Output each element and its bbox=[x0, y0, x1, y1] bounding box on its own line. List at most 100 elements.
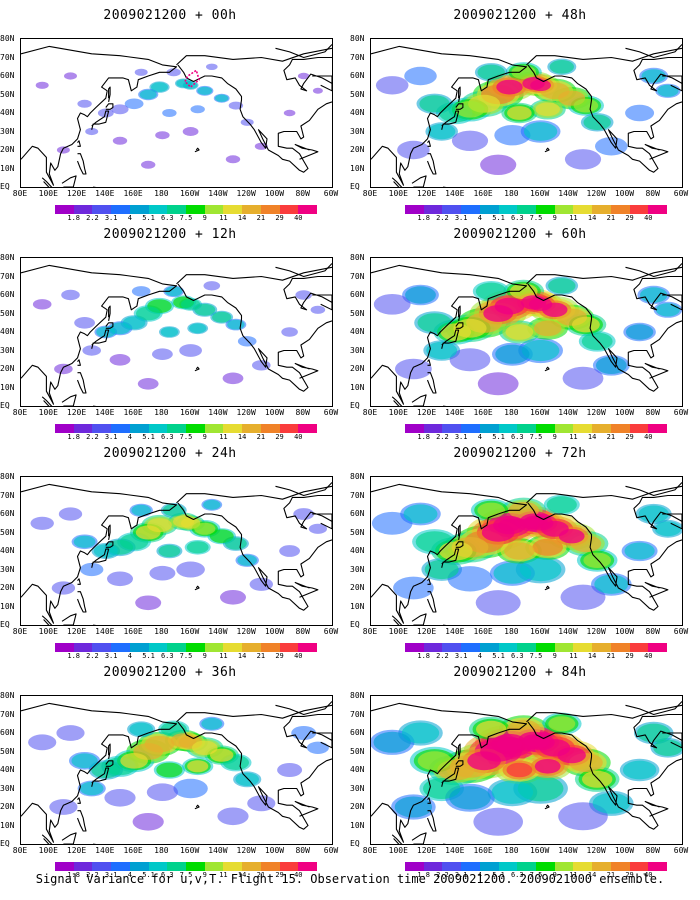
variance-contour bbox=[131, 504, 151, 516]
variance-contour bbox=[395, 358, 432, 380]
variance-contour bbox=[235, 772, 259, 786]
latitude-label: 80N bbox=[350, 472, 365, 481]
longitude-label: 160W bbox=[529, 189, 550, 198]
colorbar-swatch bbox=[111, 862, 130, 871]
colorbar-tick-label: 3.1 bbox=[454, 871, 468, 879]
colorbar-swatch bbox=[186, 643, 205, 652]
longitude-label: 120W bbox=[236, 189, 256, 198]
coastline bbox=[391, 177, 403, 187]
latitude-label: 30N bbox=[350, 126, 365, 136]
colorbar-swatch bbox=[479, 424, 499, 433]
colorbar-swatch bbox=[242, 643, 261, 652]
colorbar-tick-label: 9 bbox=[552, 652, 557, 660]
colorbar-swatch bbox=[592, 205, 611, 214]
variance-contour bbox=[483, 305, 514, 322]
colorbar-swatch bbox=[479, 643, 499, 652]
variance-contour bbox=[194, 522, 216, 535]
variance-field bbox=[371, 494, 682, 616]
colorbar-tick-label: 14 bbox=[587, 214, 597, 222]
longitude-label: 180 bbox=[154, 627, 169, 636]
latitude-label: 10N bbox=[350, 163, 365, 173]
latitude-label: 60N bbox=[0, 290, 15, 299]
longitude-label: 160W bbox=[179, 408, 200, 417]
figure-caption: Signal Variance for u,v,T. Flight 15. Ob… bbox=[35, 872, 665, 886]
coastline bbox=[458, 743, 461, 760]
variance-contour bbox=[104, 789, 136, 807]
panel-title: 2009021200 + 60h bbox=[453, 227, 587, 242]
coastline bbox=[275, 44, 332, 59]
colorbar-swatch bbox=[111, 424, 130, 433]
latitude-label: 70N bbox=[0, 709, 15, 719]
colorbar-tick-label: 40 bbox=[644, 214, 653, 222]
coastline bbox=[312, 75, 332, 92]
variance-contour bbox=[521, 339, 560, 362]
variance-contour bbox=[523, 515, 544, 527]
coastline bbox=[194, 147, 200, 153]
variance-contour bbox=[129, 722, 153, 736]
variance-contour bbox=[162, 109, 177, 117]
colorbar-swatch bbox=[405, 862, 424, 871]
panel-title: 2009021200 + 84h bbox=[453, 665, 587, 680]
colorbar-swatch bbox=[648, 862, 668, 871]
longitude-label: 140E bbox=[95, 408, 115, 417]
variance-contour bbox=[491, 780, 534, 804]
colorbar-swatch bbox=[573, 424, 593, 433]
colorbar-swatch bbox=[536, 643, 555, 652]
colorbar-swatch bbox=[461, 205, 480, 214]
colorbar-tick-label: 40 bbox=[644, 652, 653, 660]
coastline bbox=[458, 86, 461, 103]
colorbar-tick-label: 6.3 bbox=[160, 433, 174, 441]
coastline bbox=[427, 578, 431, 585]
colorbar-swatch bbox=[573, 862, 593, 871]
variance-contour bbox=[49, 799, 78, 815]
longitude-label: 140E bbox=[445, 408, 465, 417]
longitude-label: 180 bbox=[504, 189, 519, 198]
longitude-label: 160E bbox=[473, 408, 493, 417]
colorbar-tick-label: 3.1 bbox=[104, 214, 118, 222]
coastline bbox=[77, 797, 81, 804]
longitude-label: 80W bbox=[645, 846, 660, 855]
colorbar-tick-label: 40 bbox=[644, 433, 653, 441]
coastline bbox=[283, 713, 332, 749]
colorbar-swatch bbox=[554, 643, 574, 652]
variance-contour bbox=[35, 81, 49, 89]
colorbar-swatch bbox=[167, 205, 187, 214]
variance-contour bbox=[624, 542, 655, 560]
colorbar-tick-label: 29 bbox=[625, 871, 634, 879]
colorbar-tick-label: 6.3 bbox=[160, 214, 174, 222]
latitude-label: 80N bbox=[350, 253, 365, 262]
variance-field bbox=[35, 63, 323, 169]
variance-contour bbox=[535, 102, 560, 117]
coastline bbox=[427, 140, 431, 147]
colorbar-tick-label: 5.1 bbox=[142, 871, 155, 879]
map-panel: 2009021200 + 48h 80N 70N 60N 50N 40N 30N 20N 10N… bbox=[350, 8, 690, 223]
colorbar-tick-label: 3.1 bbox=[454, 214, 468, 222]
colorbar-tick-label: 21 bbox=[606, 871, 616, 879]
variance-contour bbox=[187, 760, 209, 773]
colorbar-swatch bbox=[648, 205, 668, 214]
longitude-label: 160W bbox=[529, 846, 550, 855]
colorbar-swatch bbox=[610, 643, 630, 652]
longitude-label: 120W bbox=[236, 627, 256, 636]
variance-contour bbox=[310, 305, 326, 314]
colorbar bbox=[405, 424, 668, 433]
variance-contour bbox=[151, 82, 168, 92]
variance-contour bbox=[112, 136, 128, 145]
colorbar-swatch bbox=[592, 643, 611, 652]
colorbar-tick-label: 7.5 bbox=[179, 214, 193, 222]
longitude-label: 100E bbox=[388, 189, 408, 198]
map-panel: 2009021200 + 72h 80N 70N 60N 50N 40N 30N 20N 10N… bbox=[350, 446, 690, 661]
variance-contour bbox=[132, 813, 164, 831]
variance-contour bbox=[511, 65, 536, 80]
colorbar-tick-label: 9 bbox=[202, 871, 207, 879]
variance-contour bbox=[477, 502, 505, 518]
colorbar-swatch bbox=[442, 643, 462, 652]
longitude-label: 120W bbox=[586, 408, 606, 417]
latitude-label: 20N bbox=[0, 802, 15, 811]
coastline bbox=[177, 283, 332, 392]
colorbar-tick-label: 11 bbox=[569, 433, 578, 441]
variance-contour bbox=[279, 545, 300, 557]
colorbar-tick-label: 3.1 bbox=[104, 433, 118, 441]
colorbar-tick-label: 1.8 bbox=[417, 433, 431, 441]
latitude-label: 30N bbox=[0, 783, 15, 793]
